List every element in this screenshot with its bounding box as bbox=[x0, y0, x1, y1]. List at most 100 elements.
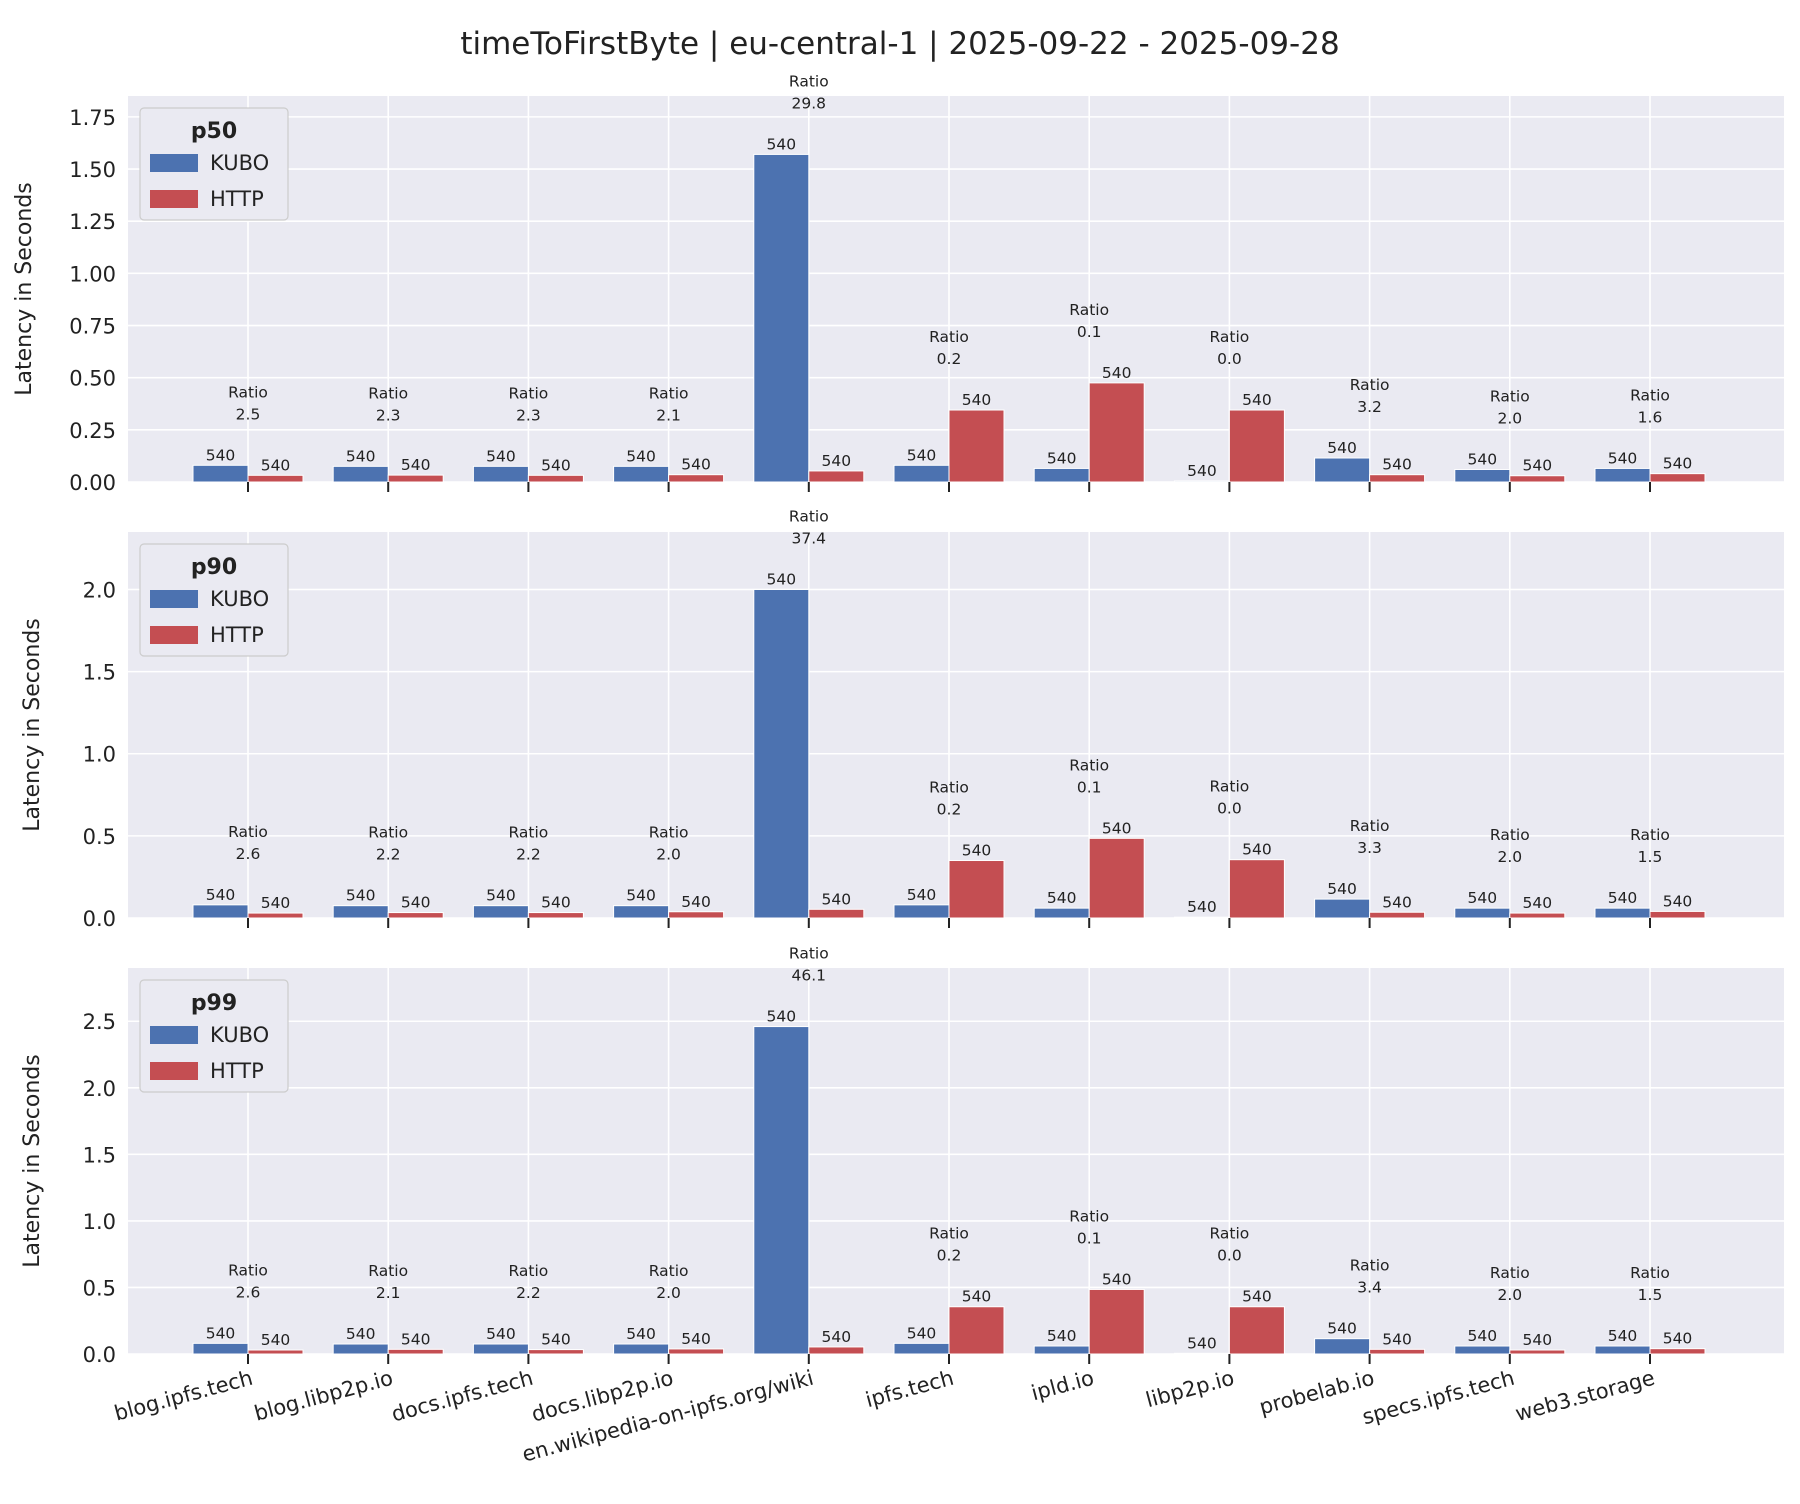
bar-kubo bbox=[1314, 898, 1371, 919]
y-tick-label: 1.00 bbox=[69, 262, 116, 286]
ratio-label: Ratio bbox=[368, 384, 408, 402]
y-tick-label: 1.75 bbox=[69, 106, 116, 130]
ratio-label: Ratio bbox=[929, 1225, 969, 1243]
y-tick-label: 1.0 bbox=[83, 1210, 116, 1234]
x-tick-label: probelab.io bbox=[1257, 1366, 1377, 1420]
ratio-label: Ratio bbox=[509, 824, 549, 842]
count-label: 540 bbox=[767, 135, 797, 153]
count-label: 540 bbox=[626, 887, 656, 905]
bar-http bbox=[1649, 473, 1706, 483]
count-label: 540 bbox=[486, 1325, 516, 1343]
bar-http bbox=[1228, 859, 1285, 919]
ratio-label: Ratio bbox=[228, 823, 268, 841]
x-tick-label: blog.ipfs.tech bbox=[112, 1366, 256, 1426]
panel-p99: 0.0 0.5 1.0 1.5 2.0 2.5 540 540 540 540 540 540 540 5… bbox=[20, 945, 1784, 1467]
y-tick-label: 0.00 bbox=[69, 471, 116, 495]
count-label: 540 bbox=[1523, 894, 1553, 912]
legend-title: p99 bbox=[191, 991, 237, 1016]
ratio-label: Ratio bbox=[649, 1262, 689, 1280]
ratio-value: 1.5 bbox=[1638, 1286, 1663, 1304]
legend-swatch-http bbox=[150, 626, 198, 644]
bar-http bbox=[387, 1348, 444, 1355]
bar-kubo bbox=[1033, 907, 1090, 919]
count-label: 540 bbox=[1523, 1331, 1553, 1349]
legend: p90 KUBO HTTP bbox=[139, 543, 289, 657]
x-tick-label: ipfs.tech bbox=[863, 1366, 956, 1413]
plot-area bbox=[128, 968, 1784, 1354]
y-tick-label: 1.25 bbox=[69, 210, 116, 234]
count-label: 540 bbox=[1608, 889, 1638, 907]
count-label: 540 bbox=[206, 1324, 236, 1342]
bar-http bbox=[247, 1349, 304, 1355]
count-label: 540 bbox=[1102, 364, 1132, 382]
ratio-value: 2.1 bbox=[656, 406, 681, 424]
bar-kubo bbox=[472, 905, 529, 919]
bar-http bbox=[1509, 475, 1566, 483]
count-label: 540 bbox=[206, 446, 236, 464]
ratio-label: Ratio bbox=[1069, 301, 1109, 319]
ratio-value: 2.2 bbox=[376, 846, 401, 864]
bar-kubo bbox=[1594, 907, 1651, 919]
bar-http bbox=[527, 1349, 584, 1355]
count-label: 540 bbox=[541, 1331, 571, 1349]
count-label: 540 bbox=[541, 456, 571, 474]
ratio-value: 2.5 bbox=[236, 405, 261, 423]
ratio-label: Ratio bbox=[929, 779, 969, 797]
bar-kubo bbox=[1033, 467, 1090, 483]
y-tick-label: 0.5 bbox=[83, 1276, 116, 1300]
bar-http bbox=[247, 474, 304, 483]
count-label: 540 bbox=[681, 456, 711, 474]
count-label: 540 bbox=[261, 456, 291, 474]
bar-kubo bbox=[893, 1342, 950, 1355]
ratio-label: Ratio bbox=[1210, 1225, 1250, 1243]
count-label: 540 bbox=[907, 446, 937, 464]
ratio-label: Ratio bbox=[649, 824, 689, 842]
ratio-value: 0.1 bbox=[1077, 323, 1102, 341]
ratio-value: 0.0 bbox=[1217, 800, 1242, 818]
y-tick-label: 0.25 bbox=[69, 419, 116, 443]
bar-http bbox=[1369, 474, 1426, 483]
legend-swatch-kubo bbox=[150, 154, 198, 172]
ratio-value: 3.4 bbox=[1357, 1279, 1382, 1297]
ratio-value: 2.3 bbox=[516, 406, 541, 424]
ratio-value: 46.1 bbox=[792, 967, 827, 985]
count-label: 540 bbox=[1663, 455, 1693, 473]
count-label: 540 bbox=[346, 1325, 376, 1343]
ratio-label: Ratio bbox=[1630, 826, 1670, 844]
count-label: 540 bbox=[1382, 893, 1412, 911]
ratio-label: Ratio bbox=[1350, 376, 1390, 394]
y-tick-label: 2.0 bbox=[83, 578, 116, 602]
ratio-value: 0.2 bbox=[937, 350, 962, 368]
ratio-value: 1.6 bbox=[1638, 408, 1663, 426]
count-label: 540 bbox=[822, 452, 852, 470]
bar-http bbox=[1509, 1349, 1566, 1355]
bar-http bbox=[1228, 1306, 1285, 1355]
ratio-label: Ratio bbox=[1350, 1257, 1390, 1275]
y-axis-label: Latency in Seconds bbox=[20, 1054, 45, 1267]
panel-p90: 0.0 0.5 1.0 1.5 2.0 540 540 540 540 540 540 540 540 5… bbox=[20, 507, 1784, 931]
legend-title: p90 bbox=[191, 555, 237, 580]
count-label: 540 bbox=[1468, 889, 1498, 907]
legend-swatch-http bbox=[150, 1062, 198, 1080]
ratio-value: 2.3 bbox=[376, 406, 401, 424]
ratio-label: Ratio bbox=[1630, 386, 1670, 404]
x-tick-label: blog.libp2p.io bbox=[252, 1366, 396, 1426]
bar-http bbox=[948, 860, 1005, 919]
ratio-value: 2.0 bbox=[656, 846, 681, 864]
bar-kubo bbox=[1314, 1338, 1371, 1355]
bar-http bbox=[247, 912, 304, 919]
ratio-value: 37.4 bbox=[792, 529, 827, 547]
y-axis-label: Latency in Seconds bbox=[20, 618, 45, 831]
figure-title: timeToFirstByte | eu-central-1 | 2025-09… bbox=[460, 26, 1339, 62]
legend-swatch-kubo bbox=[150, 1026, 198, 1044]
ratio-label: Ratio bbox=[1210, 778, 1250, 796]
bar-kubo bbox=[332, 905, 389, 919]
bar-kubo bbox=[192, 904, 249, 919]
ratio-label: Ratio bbox=[929, 328, 969, 346]
plot-area bbox=[128, 532, 1784, 918]
ratio-label: Ratio bbox=[1069, 1207, 1109, 1225]
ratio-label: Ratio bbox=[1350, 817, 1390, 835]
bar-kubo bbox=[472, 465, 529, 483]
